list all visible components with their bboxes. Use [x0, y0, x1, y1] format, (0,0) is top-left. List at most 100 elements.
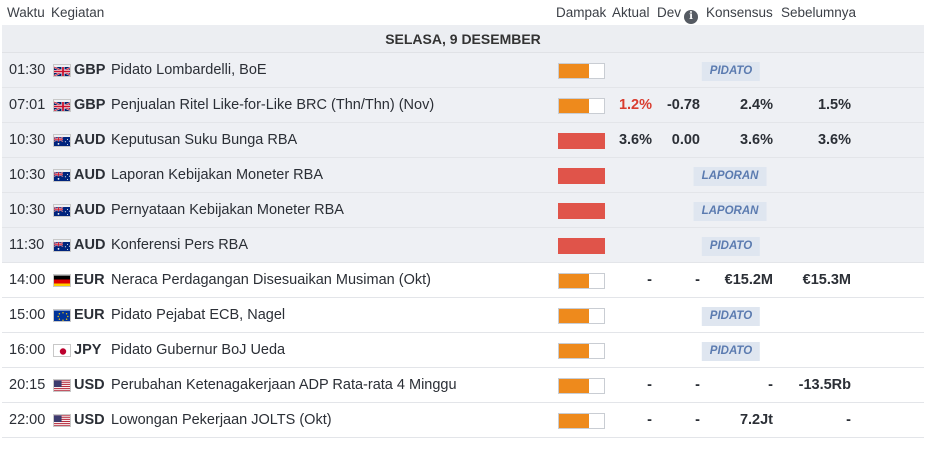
- event-time: 01:30: [9, 62, 46, 78]
- event-row[interactable]: 10:30 AUD Keputusan Suku Bunga RBA 3.6% 0.00…: [2, 123, 924, 158]
- event-time: 15:00: [9, 307, 46, 323]
- event-time: 11:30: [9, 237, 45, 253]
- impact-indicator: [558, 343, 605, 359]
- event-title[interactable]: Penjualan Ritel Like-for-Like BRC (Thn/T…: [111, 97, 435, 113]
- event-title[interactable]: Pidato Pejabat ECB, Nagel: [111, 307, 286, 323]
- consensus-value: 2.4%: [739, 97, 773, 113]
- impact-fill: [559, 99, 589, 113]
- event-currency: GBP: [74, 62, 106, 78]
- event-type-tag[interactable]: PIDATO: [701, 307, 761, 326]
- event-title[interactable]: Laporan Kebijakan Moneter RBA: [111, 167, 323, 183]
- col-header-dampak[interactable]: Dampak: [556, 5, 607, 20]
- event-title[interactable]: Neraca Perdagangan Disesuaikan Musiman (…: [111, 272, 431, 288]
- col-header-aktual[interactable]: Aktual: [612, 5, 650, 20]
- deviation-value: -0.78: [666, 97, 700, 113]
- event-row[interactable]: 11:30 AUD Konferensi Pers RBA PIDATO: [2, 228, 924, 263]
- event-type-tag[interactable]: PIDATO: [701, 237, 761, 256]
- impact-fill: [559, 309, 589, 323]
- impact-indicator: [558, 378, 605, 394]
- event-title[interactable]: Pidato Lombardelli, BoE: [111, 62, 267, 78]
- impact-fill: [559, 239, 604, 253]
- previous-value: 3.6%: [817, 132, 851, 148]
- event-title[interactable]: Pidato Gubernur BoJ Ueda: [111, 342, 286, 358]
- info-icon[interactable]: i: [684, 10, 699, 24]
- actual-value: 3.6%: [618, 132, 652, 148]
- event-currency: USD: [74, 412, 105, 428]
- previous-value: -: [846, 412, 851, 428]
- event-row[interactable]: 10:30 AUD Pernyataan Kebijakan Moneter RBA…: [2, 193, 924, 228]
- impact-indicator: [558, 63, 605, 79]
- event-currency: AUD: [74, 167, 106, 183]
- event-time: 22:00: [9, 412, 46, 428]
- deviation-value: -: [695, 412, 700, 428]
- event-list: 01:30 GBP Pidato Lombardelli, BoE PIDATO 07:…: [2, 53, 924, 438]
- col-header-sebelumnya[interactable]: Sebelumnya: [781, 5, 857, 20]
- event-time: 10:30: [9, 132, 46, 148]
- event-type-tag[interactable]: PIDATO: [701, 62, 761, 81]
- actual-value: -: [647, 412, 652, 428]
- consensus-value: -: [768, 377, 773, 393]
- event-row[interactable]: 07:01 GBP Penjualan Ritel Like-for-Like BR…: [2, 88, 924, 123]
- australia-flag-icon: [53, 134, 71, 147]
- event-row[interactable]: 10:30 AUD Laporan Kebijakan Moneter RBA LAP…: [2, 158, 924, 193]
- actual-value: 1.2%: [618, 97, 652, 113]
- previous-value: 1.5%: [817, 97, 851, 113]
- impact-fill: [559, 204, 604, 218]
- deviation-value: 0.00: [671, 132, 700, 148]
- event-type-tag[interactable]: PIDATO: [701, 342, 761, 361]
- event-time: 10:30: [9, 202, 46, 218]
- impact-fill: [559, 64, 589, 78]
- impact-fill: [559, 134, 604, 148]
- impact-indicator: [558, 168, 605, 184]
- usa-flag-icon: [53, 379, 71, 392]
- event-title[interactable]: Perubahan Ketenagakerjaan ADP Rata-rata …: [111, 377, 457, 393]
- event-currency: USD: [74, 377, 105, 393]
- event-row[interactable]: 01:30 GBP Pidato Lombardelli, BoE PIDATO: [2, 53, 924, 88]
- event-currency: AUD: [74, 202, 106, 218]
- event-row[interactable]: 15:00 EUR Pidato Pejabat ECB, Nagel PIDATO: [2, 298, 924, 333]
- event-row[interactable]: 22:00 USD Lowongan Pekerjaan JOLTS (Okt) - -…: [2, 403, 924, 438]
- japan-flag-icon: [53, 344, 71, 357]
- col-header-dev[interactable]: Dev i: [657, 5, 699, 24]
- event-currency: AUD: [74, 132, 106, 148]
- col-header-kegiatan[interactable]: Kegiatan: [51, 5, 105, 20]
- event-title[interactable]: Pernyataan Kebijakan Moneter RBA: [111, 202, 344, 218]
- actual-value: -: [647, 272, 652, 288]
- event-title[interactable]: Keputusan Suku Bunga RBA: [111, 132, 298, 148]
- economic-calendar-table: Waktu Kegiatan Dampak Aktual Dev i Konsen…: [2, 0, 924, 438]
- eu-flag-icon: [53, 309, 71, 322]
- impact-indicator: [558, 308, 605, 324]
- impact-indicator: [558, 273, 605, 289]
- event-time: 10:30: [9, 167, 46, 183]
- event-currency: EUR: [74, 307, 105, 323]
- event-title[interactable]: Lowongan Pekerjaan JOLTS (Okt): [111, 412, 332, 428]
- event-time: 14:00: [9, 272, 46, 288]
- actual-value: -: [647, 377, 652, 393]
- event-title[interactable]: Konferensi Pers RBA: [111, 237, 249, 253]
- impact-fill: [559, 274, 589, 288]
- uk-flag-icon: [53, 64, 71, 77]
- event-row[interactable]: 14:00 EUR Neraca Perdagangan Disesuaikan M…: [2, 263, 924, 298]
- event-type-tag[interactable]: LAPORAN: [693, 167, 767, 186]
- event-type-tag[interactable]: LAPORAN: [693, 202, 767, 221]
- col-header-waktu[interactable]: Waktu: [7, 5, 45, 20]
- uk-flag-icon: [53, 99, 71, 112]
- table-header: Waktu Kegiatan Dampak Aktual Dev i Konsen…: [2, 0, 924, 25]
- impact-indicator: [558, 133, 605, 149]
- event-currency: JPY: [74, 342, 102, 358]
- previous-value: -13.5Rb: [798, 377, 851, 393]
- event-time: 20:15: [9, 377, 46, 393]
- date-group-header: SELASA, 9 DESEMBER: [2, 25, 924, 53]
- event-row[interactable]: 16:00 JPY Pidato Gubernur BoJ Ueda PIDATO: [2, 333, 924, 368]
- impact-fill: [559, 379, 589, 393]
- germany-flag-icon: [53, 274, 71, 287]
- impact-fill: [559, 169, 604, 183]
- consensus-value: 3.6%: [739, 132, 773, 148]
- col-header-dev-label: Dev: [657, 5, 682, 20]
- deviation-value: -: [695, 377, 700, 393]
- event-currency: AUD: [74, 237, 106, 253]
- usa-flag-icon: [53, 414, 71, 427]
- event-currency: EUR: [74, 272, 105, 288]
- col-header-konsensus[interactable]: Konsensus: [706, 5, 773, 20]
- event-row[interactable]: 20:15 USD Perubahan Ketenagakerjaan ADP Ra…: [2, 368, 924, 403]
